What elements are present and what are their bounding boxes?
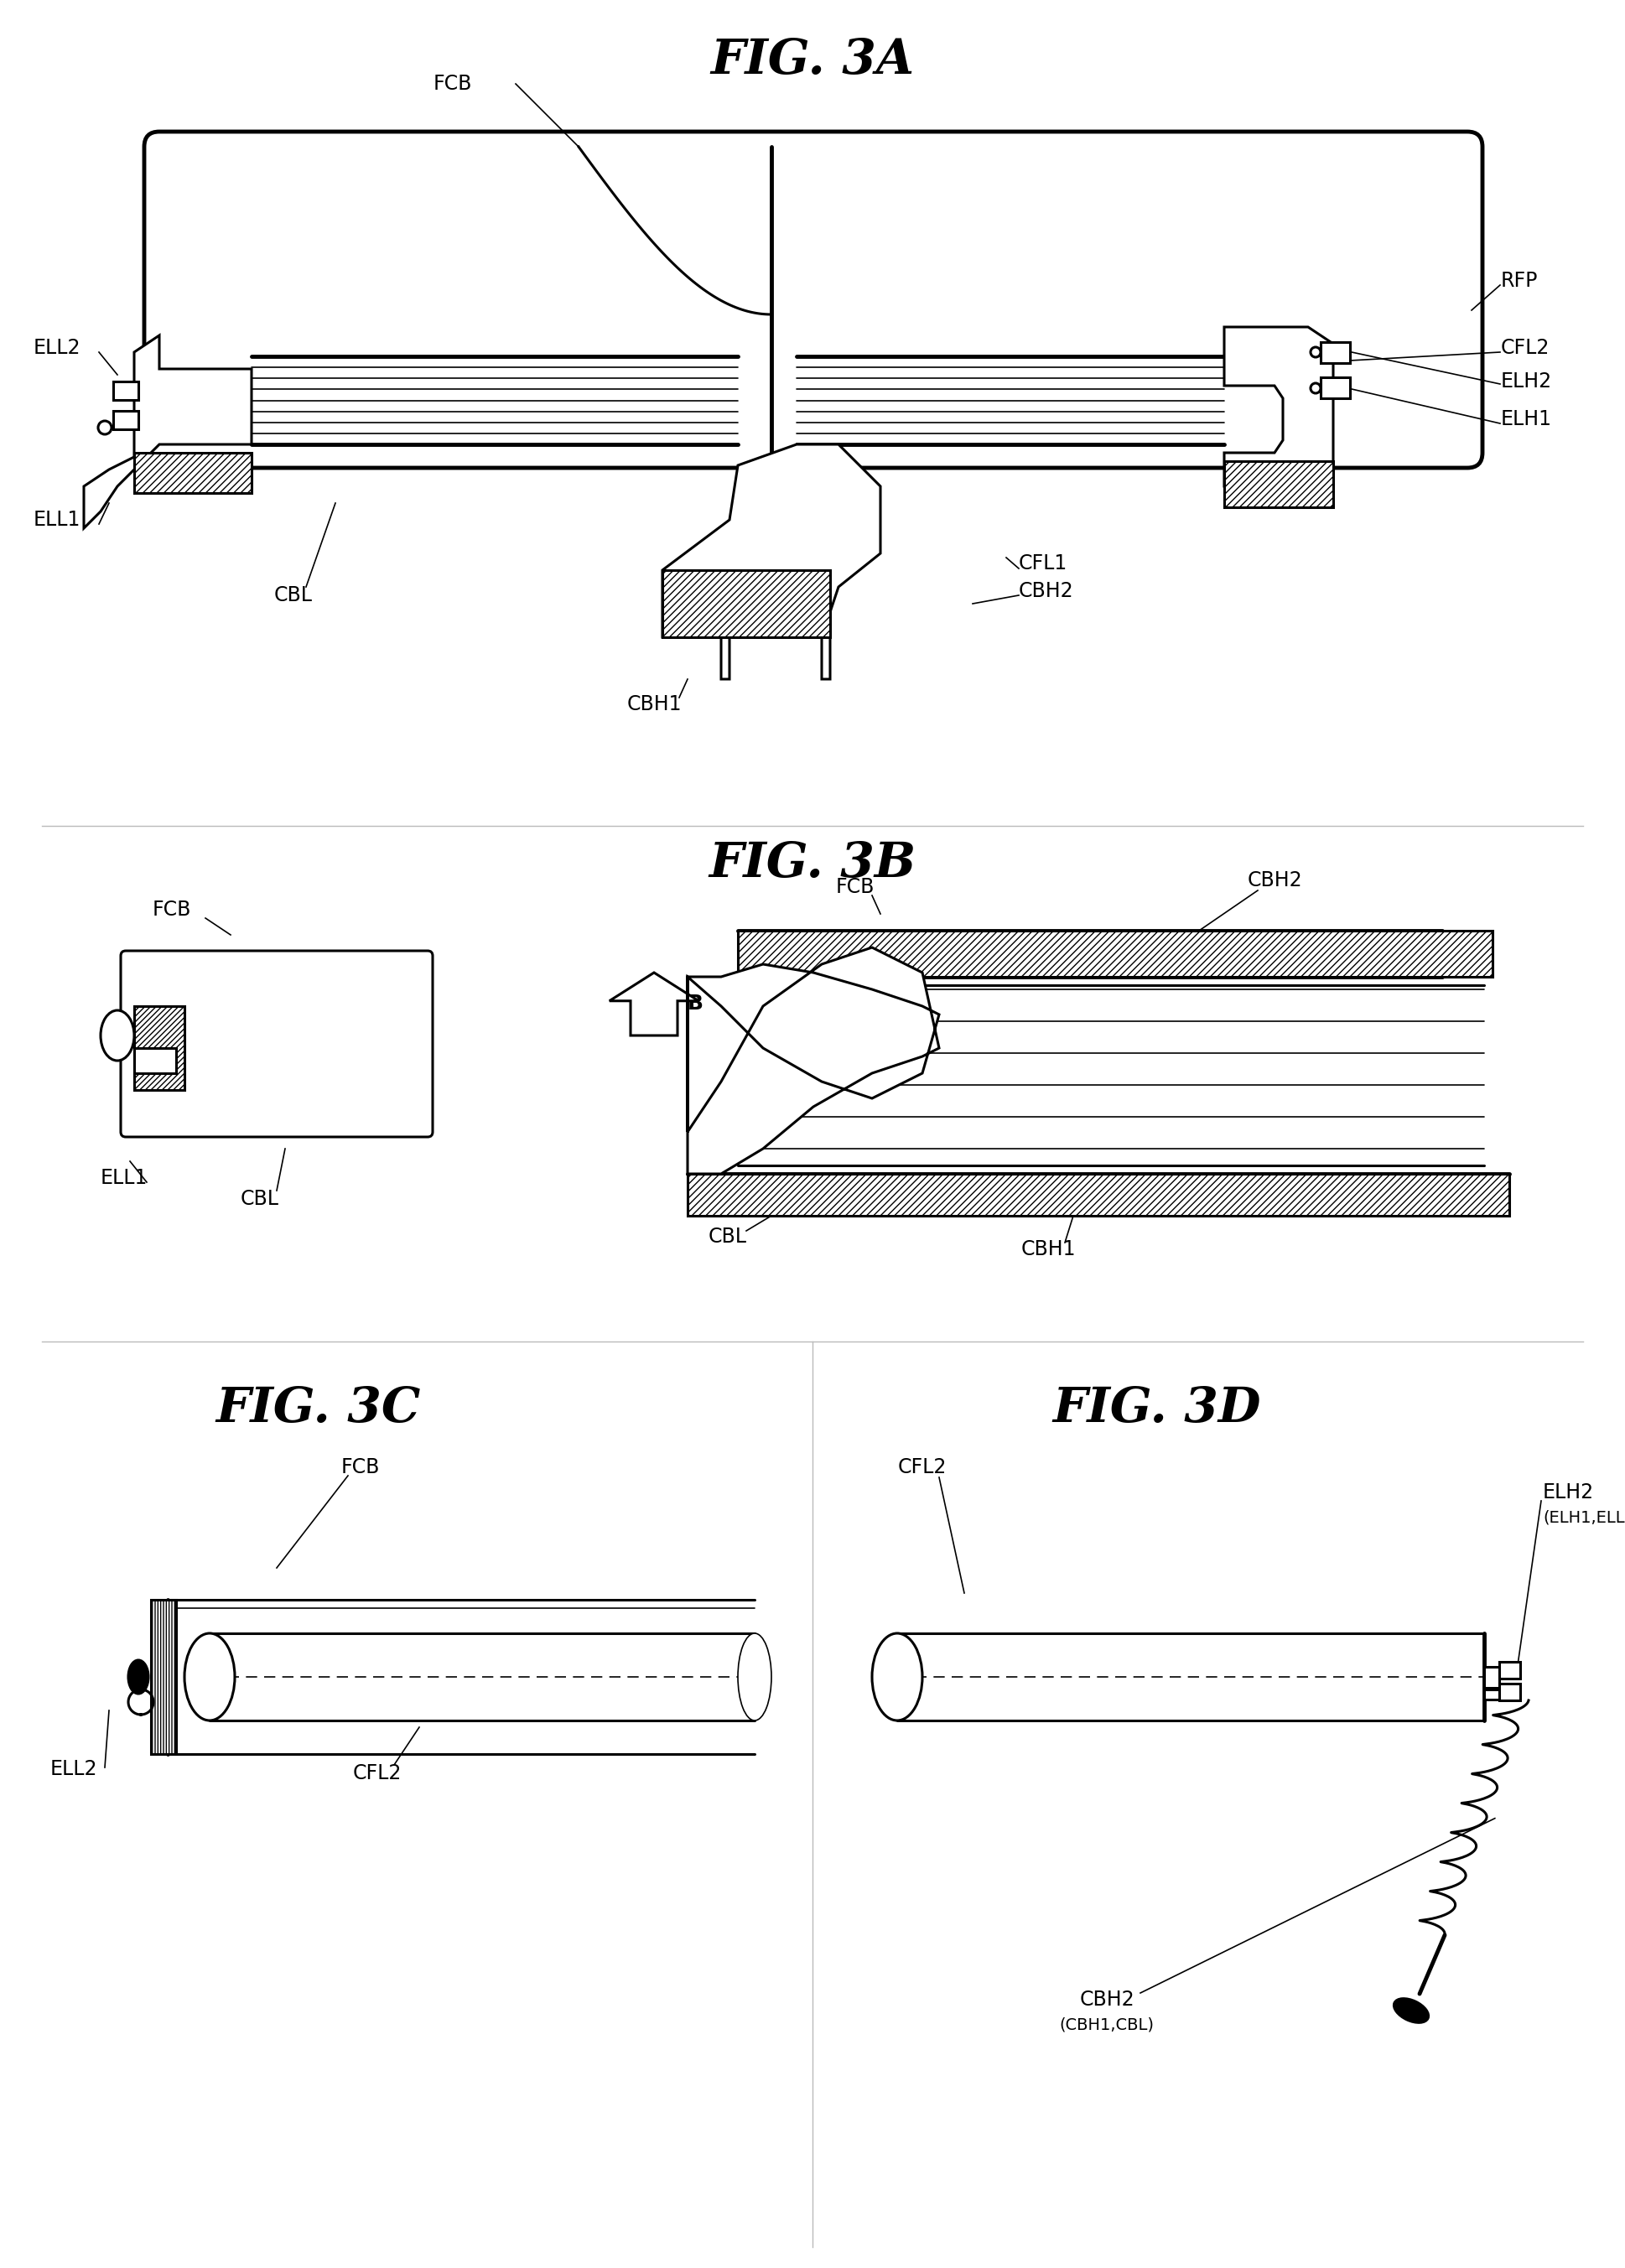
Ellipse shape (101, 1009, 135, 1061)
Text: CFL2: CFL2 (899, 1458, 947, 1476)
Text: ELL1: ELL1 (34, 510, 81, 531)
Ellipse shape (738, 1633, 772, 1721)
Text: CBL: CBL (708, 1227, 748, 1247)
Text: B: B (687, 993, 704, 1014)
Polygon shape (663, 445, 881, 678)
Text: ELH2: ELH2 (1502, 372, 1552, 392)
Ellipse shape (1311, 347, 1321, 356)
Text: FIG. 3B: FIG. 3B (708, 839, 916, 887)
Polygon shape (1224, 327, 1332, 485)
Ellipse shape (1311, 383, 1321, 392)
Bar (1321, 376, 1350, 399)
Text: CFL1: CFL1 (1019, 553, 1068, 574)
Bar (1500, 1662, 1521, 1678)
Ellipse shape (128, 1660, 148, 1694)
Text: (ELH1,ELL1): (ELH1,ELL1) (1542, 1510, 1625, 1526)
Bar (135, 454, 252, 492)
Text: FCB: FCB (341, 1458, 380, 1476)
Text: RFP: RFP (1502, 270, 1539, 290)
Bar (1500, 1683, 1521, 1701)
Bar (1484, 1690, 1500, 1699)
Text: CFL2: CFL2 (1502, 338, 1550, 358)
FancyBboxPatch shape (120, 950, 432, 1136)
Bar (114, 411, 138, 429)
Text: CBH2: CBH2 (1079, 1989, 1134, 2009)
Bar (135, 1007, 185, 1091)
Bar (114, 381, 138, 399)
FancyBboxPatch shape (145, 132, 1482, 467)
Text: FIG. 3D: FIG. 3D (1053, 1386, 1261, 1433)
Text: CBH1: CBH1 (1020, 1238, 1076, 1259)
Ellipse shape (873, 1633, 923, 1721)
Text: FCB: FCB (835, 878, 874, 898)
Polygon shape (609, 973, 699, 1036)
Polygon shape (687, 948, 939, 1175)
Text: ELL2: ELL2 (50, 1760, 98, 1778)
Bar (1484, 1667, 1500, 1687)
Text: ELL1: ELL1 (101, 1168, 148, 1188)
Text: FCB: FCB (153, 900, 192, 921)
Text: FCB: FCB (434, 75, 473, 93)
Text: CBH2: CBH2 (1019, 581, 1074, 601)
Text: CBL: CBL (240, 1188, 280, 1209)
Text: CBH1: CBH1 (627, 694, 681, 714)
Text: FIG. 3C: FIG. 3C (216, 1386, 421, 1433)
Bar (135, 1048, 176, 1073)
Bar (663, 569, 830, 637)
Ellipse shape (98, 422, 112, 433)
Ellipse shape (185, 1633, 234, 1721)
Polygon shape (84, 336, 252, 528)
Bar (151, 1599, 176, 1753)
Text: CBL: CBL (275, 585, 312, 606)
Text: FIG. 3A: FIG. 3A (710, 36, 915, 84)
Bar (687, 1175, 1510, 1216)
Text: CFL2: CFL2 (353, 1762, 401, 1783)
Text: (CBH1,CBL): (CBH1,CBL) (1060, 2016, 1154, 2032)
Bar (1224, 460, 1332, 508)
Bar (1321, 342, 1350, 363)
Text: CBH2: CBH2 (1246, 871, 1302, 891)
Text: ELH2: ELH2 (1542, 1483, 1594, 1501)
Text: ELH1: ELH1 (1502, 408, 1552, 429)
Ellipse shape (1394, 1998, 1428, 2023)
Text: ELL2: ELL2 (34, 338, 81, 358)
Bar (738, 930, 1492, 978)
